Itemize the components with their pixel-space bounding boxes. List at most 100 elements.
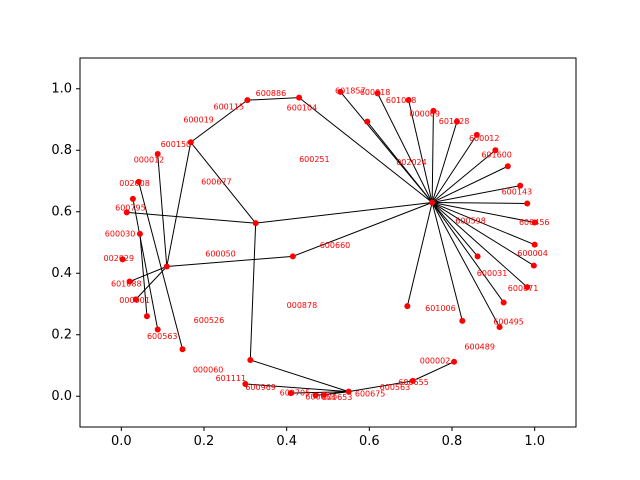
edge <box>431 202 535 266</box>
edge <box>431 202 528 288</box>
node-label: 600675 <box>355 389 386 398</box>
y-tick-label: 0.4 <box>51 266 72 281</box>
node <box>404 303 411 310</box>
edge <box>138 181 183 350</box>
node-label: 600795 <box>115 204 146 213</box>
node-label: 600115 <box>214 103 245 112</box>
x-tick-label: 0.6 <box>359 434 380 449</box>
node <box>474 253 481 260</box>
node-label: 600018 <box>360 88 391 97</box>
edge <box>408 100 433 203</box>
node-label: 600886 <box>256 89 287 98</box>
y-tick-label: 0.0 <box>51 389 72 404</box>
edge <box>129 266 167 283</box>
node-label: 600004 <box>517 249 548 258</box>
node-label: 000069 <box>409 109 440 118</box>
y-axis: 0.0 0.2 0.4 0.6 0.8 1.0 <box>51 81 80 404</box>
node-label: 601088 <box>386 96 417 105</box>
node-label: 600150 <box>161 140 192 149</box>
edge <box>290 391 349 394</box>
edge <box>431 202 479 257</box>
node-label: 600653 <box>322 393 353 402</box>
node <box>409 377 416 384</box>
node-label: 002008 <box>119 179 150 188</box>
node <box>492 147 499 154</box>
node-label: 600655 <box>398 378 429 387</box>
node <box>296 94 303 101</box>
node <box>337 88 344 95</box>
node <box>453 118 460 125</box>
node <box>252 220 259 227</box>
y-tick-label: 0.6 <box>51 204 72 219</box>
node <box>500 299 507 306</box>
node-label: 002024 <box>396 158 427 167</box>
edge <box>250 359 349 393</box>
node-label: 600598 <box>455 216 486 225</box>
node <box>242 380 249 387</box>
node-label: 600019 <box>183 116 214 125</box>
edge <box>126 211 256 224</box>
edge <box>432 185 521 204</box>
node <box>429 199 436 206</box>
edge <box>298 97 433 203</box>
y-tick-label: 0.8 <box>51 143 72 158</box>
node <box>289 253 296 260</box>
node <box>154 150 161 157</box>
edge <box>135 266 168 300</box>
edge <box>406 202 433 307</box>
node-label: 002029 <box>104 254 135 263</box>
node-label: 601857 <box>335 87 366 96</box>
node-label: 600677 <box>201 178 232 187</box>
node <box>473 131 480 138</box>
edge <box>431 202 535 246</box>
edge <box>255 202 433 224</box>
node <box>244 97 251 104</box>
edge <box>132 198 159 330</box>
node-label: 600251 <box>299 155 330 164</box>
x-tick-label: 0.0 <box>111 434 132 449</box>
node <box>345 388 352 395</box>
x-tick-label: 0.4 <box>276 434 297 449</box>
node <box>123 209 130 216</box>
edge <box>190 141 257 224</box>
edge <box>431 134 478 203</box>
node-label: 600563 <box>380 383 411 392</box>
node-label: 600104 <box>287 103 318 112</box>
node <box>531 219 538 226</box>
node <box>135 178 142 185</box>
edge <box>432 202 528 204</box>
node <box>154 326 161 333</box>
node <box>126 278 133 285</box>
node-label: 601600 <box>481 151 512 160</box>
plot-frame <box>79 57 577 428</box>
node <box>179 346 186 353</box>
node-label: 600456 <box>519 218 550 227</box>
node <box>132 296 139 303</box>
node <box>405 97 412 104</box>
node <box>163 263 170 270</box>
edge <box>412 361 455 382</box>
node-label: 600489 <box>464 343 495 352</box>
node <box>496 324 503 331</box>
edge <box>377 93 433 203</box>
node-label: 600030 <box>105 229 136 238</box>
node <box>374 90 381 97</box>
labels-layer: 6018576000186010880000696016286000126016… <box>104 87 550 402</box>
node-label: 600705 <box>280 389 311 398</box>
node-label: 600871 <box>508 284 539 293</box>
node-label: 600653 <box>305 392 336 401</box>
edge <box>431 110 434 203</box>
node <box>524 284 531 291</box>
y-tick-label: 1.0 <box>51 81 72 96</box>
node-label: 600563 <box>147 332 178 341</box>
node <box>136 230 143 237</box>
edge <box>166 255 293 267</box>
edge <box>431 202 500 328</box>
node-label: 600969 <box>245 383 276 392</box>
node <box>320 391 327 398</box>
node <box>459 317 466 324</box>
edge <box>166 142 192 267</box>
node <box>129 195 136 202</box>
edge <box>292 202 433 257</box>
